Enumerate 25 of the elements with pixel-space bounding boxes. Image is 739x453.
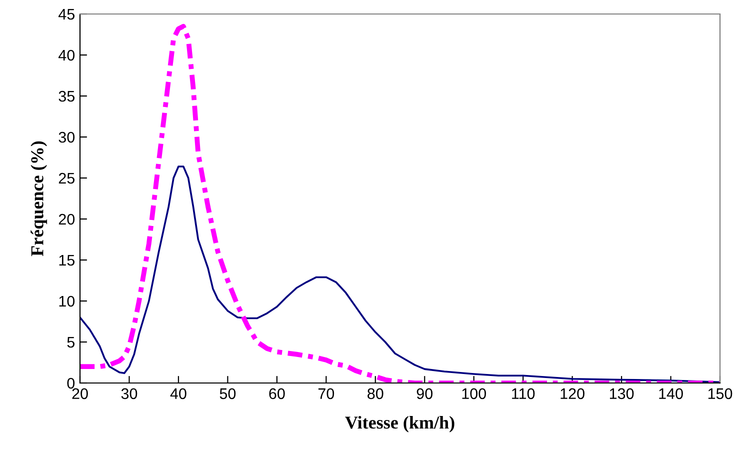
x-tick-label: 70 bbox=[318, 388, 334, 400]
y-tick-label: 10 bbox=[59, 296, 75, 307]
y-tick-label: 15 bbox=[59, 255, 74, 266]
x-tick-label: 30 bbox=[121, 388, 138, 400]
x-tick-label: 100 bbox=[462, 388, 486, 400]
x-tick-label: 150 bbox=[708, 388, 732, 400]
y-tick-label: 30 bbox=[58, 132, 75, 143]
x-axis-title: Vitesse (km/h) bbox=[345, 416, 454, 432]
x-tick-label: 110 bbox=[512, 388, 535, 400]
x-tick-label: 90 bbox=[416, 388, 433, 400]
y-tick-label: 35 bbox=[58, 90, 74, 102]
x-tick-label: 50 bbox=[220, 388, 236, 400]
y-tick-label: 20 bbox=[58, 214, 75, 225]
x-tick-label: 40 bbox=[170, 388, 186, 400]
x-tick-label: 60 bbox=[269, 388, 285, 400]
y-tick-label: 25 bbox=[58, 172, 74, 184]
y-tick-label: 45 bbox=[58, 9, 74, 20]
x-tick-label: 130 bbox=[610, 388, 634, 400]
x-tick-label: 80 bbox=[368, 388, 384, 400]
y-tick-label: 0 bbox=[67, 378, 75, 389]
x-tick-label: 120 bbox=[560, 388, 584, 400]
x-tick-label: 140 bbox=[659, 388, 683, 400]
y-tick-label: 40 bbox=[58, 50, 75, 61]
y-tick-label: 5 bbox=[67, 337, 74, 348]
y-axis-title: Fréquence (%) bbox=[30, 141, 48, 256]
